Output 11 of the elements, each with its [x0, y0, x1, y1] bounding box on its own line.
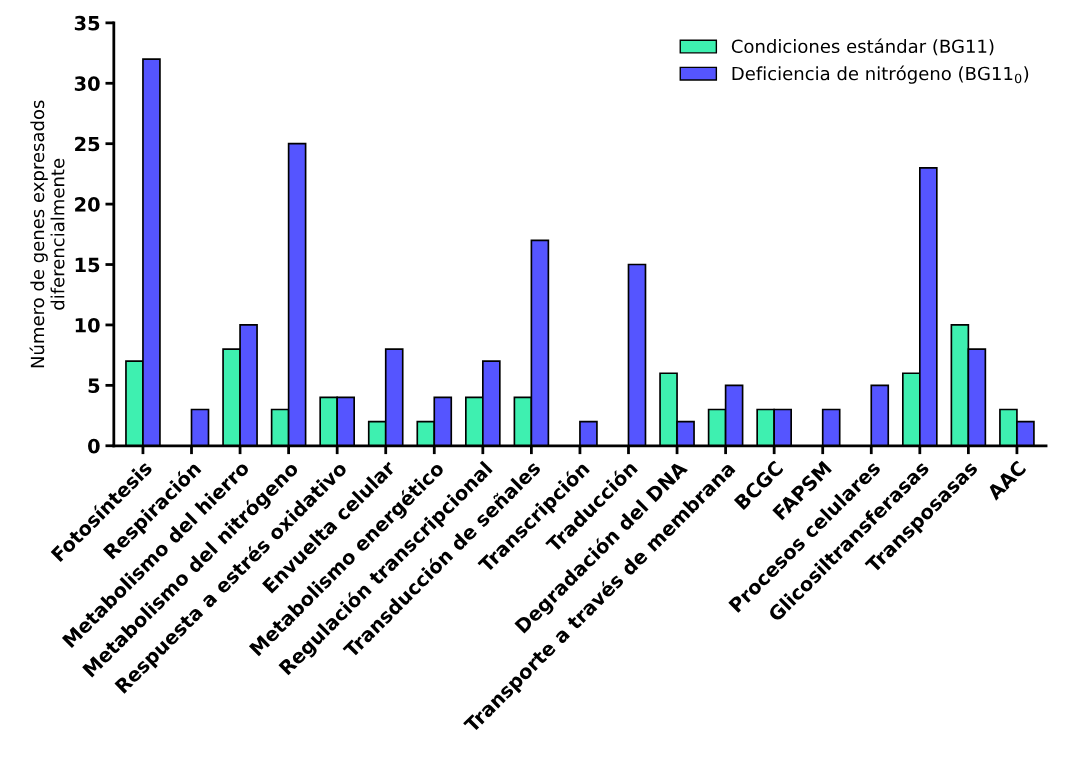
- y-tick-label: 30: [74, 76, 100, 91]
- y-tick-label: 15: [75, 257, 100, 273]
- y-tick-label: 25: [75, 136, 100, 152]
- y-tick-label: 5: [88, 378, 100, 394]
- y-axis-title: Número de genes expresados diferencialmente: [29, 100, 65, 368]
- y-tick-label: 10: [75, 317, 100, 333]
- legend-label: Condiciones estándar (BG11): [731, 38, 994, 56]
- y-tick-label: 20: [75, 197, 100, 212]
- legend-label: Deficiencia de nitrógeno (BG11$_{0}$): [732, 65, 1029, 84]
- y-tick-label: 35: [74, 15, 100, 31]
- y-tick-label: 0: [88, 438, 100, 454]
